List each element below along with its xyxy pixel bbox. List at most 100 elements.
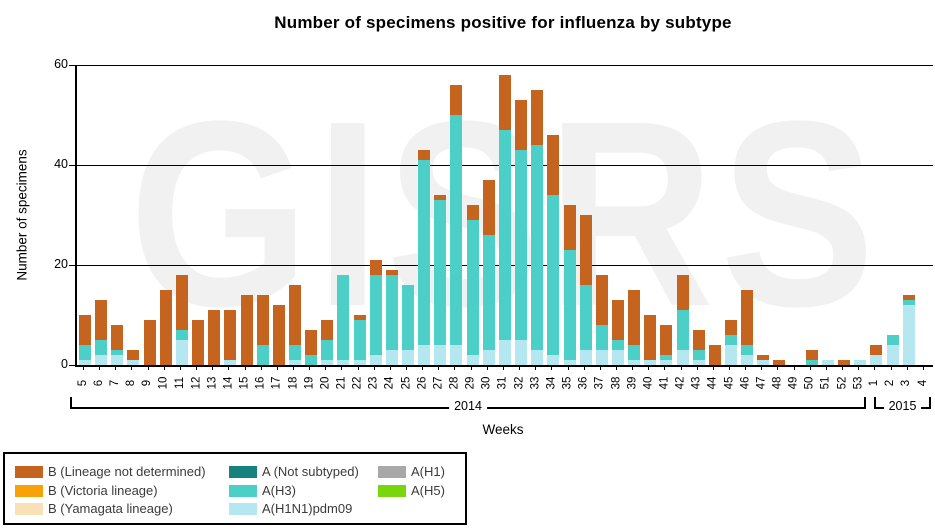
bar-week-50-2014 [805, 350, 818, 365]
x-tick-label: 35 [561, 376, 574, 390]
bar-segment [175, 340, 188, 365]
x-tick [922, 366, 924, 370]
bar-week-16-2014 [256, 295, 269, 365]
bar-segment [498, 130, 511, 340]
bar-week-20-2014 [321, 320, 334, 365]
bar-segment [434, 345, 447, 365]
x-tick [470, 366, 472, 370]
bar-segment [95, 340, 108, 355]
x-tick [244, 366, 246, 370]
bar-segment [385, 270, 398, 275]
x-tick [745, 366, 747, 370]
x-tick [422, 366, 424, 370]
bar-segment [628, 290, 641, 345]
bar-segment [418, 150, 431, 160]
legend-label: B (Victoria lineage) [48, 483, 158, 498]
bar-segment [95, 300, 108, 340]
legend-label: A(H1) [411, 464, 445, 479]
bar-week-27-2014 [434, 195, 447, 365]
bar-week-41-2014 [660, 325, 673, 365]
bar-segment [224, 310, 237, 360]
bar-week-7-2014 [111, 325, 124, 365]
bar-segment [547, 355, 560, 365]
x-tick-label: 7 [109, 379, 122, 387]
x-tick-label: 34 [545, 376, 558, 390]
x-tick [438, 366, 440, 370]
bar-segment [321, 360, 334, 365]
bar-segment [757, 360, 770, 365]
x-tick [842, 366, 844, 370]
bar-week-19-2014 [305, 330, 318, 365]
x-tick-label: 20 [319, 376, 332, 390]
legend-swatch [15, 485, 43, 497]
x-tick-label: 49 [787, 376, 800, 390]
bar-segment [741, 290, 754, 345]
bar-segment [515, 150, 528, 340]
x-tick-label: 28 [448, 376, 461, 390]
bar-segment [805, 350, 818, 360]
x-tick [906, 366, 908, 370]
bar-segment [321, 320, 334, 340]
bar-segment [886, 335, 899, 345]
x-tick-label: 14 [222, 376, 235, 390]
x-tick-label: 12 [190, 376, 203, 390]
bar-segment [805, 360, 818, 365]
bar-week-12-2014 [192, 320, 205, 365]
bar-segment [628, 360, 641, 365]
bar-segment [579, 350, 592, 365]
x-tick-label: 15 [238, 376, 251, 390]
x-tick [793, 366, 795, 370]
bar-segment [838, 360, 851, 365]
x-tick [729, 366, 730, 370]
bar-segment [288, 285, 301, 345]
bar-segment [498, 75, 511, 130]
bar-segment [902, 305, 915, 365]
bar-segment [127, 360, 140, 365]
x-tick [519, 366, 521, 370]
bar-week-44-2014 [708, 345, 721, 365]
bar-segment [321, 340, 334, 360]
bar-segment [450, 345, 463, 365]
legend-label: A(H1N1)pdm09 [262, 501, 353, 516]
x-tick [260, 366, 262, 370]
legend-label: A(H3) [262, 483, 296, 498]
x-tick-label: 50 [803, 376, 816, 390]
y-tick-label-0: 0 [61, 357, 68, 371]
bar-segment [741, 355, 754, 365]
x-tick [309, 366, 311, 370]
x-tick-label: 3 [900, 379, 913, 387]
legend-swatch [229, 466, 257, 478]
x-tick [341, 366, 343, 370]
year-bracket-2014: 2014 [70, 397, 866, 413]
bar-week-52-2014 [838, 360, 851, 365]
x-tick-label: 6 [93, 379, 106, 387]
bar-segment [547, 195, 560, 355]
x-tick [115, 366, 117, 370]
x-tick [228, 366, 230, 370]
x-tick [696, 366, 698, 370]
bar-segment [402, 285, 414, 350]
x-tick-label: 31 [496, 376, 509, 390]
bar-segment [369, 355, 382, 365]
bar-segment [466, 355, 479, 365]
bar-segment [660, 355, 673, 360]
bar-week-23-2014 [369, 260, 382, 365]
bar-segment [192, 320, 205, 365]
x-tick-label: 38 [609, 376, 622, 390]
bar-segment [644, 360, 657, 365]
bar-segment [175, 330, 188, 340]
bar-segment [111, 325, 124, 350]
bar-segment [692, 360, 705, 365]
x-tick-label: 1 [868, 379, 881, 387]
x-tick [212, 366, 214, 370]
y-tick-0 [69, 365, 75, 366]
bar-week-45-2014 [725, 320, 737, 365]
bar-segment [337, 360, 350, 365]
y-tick-label-40: 40 [54, 157, 68, 171]
x-tick-label: 53 [852, 376, 865, 390]
bar-segment [482, 350, 495, 365]
x-tick-label: 27 [432, 376, 445, 390]
bar-segment [902, 300, 915, 305]
x-tick [99, 366, 101, 370]
bar-segment [450, 115, 463, 345]
